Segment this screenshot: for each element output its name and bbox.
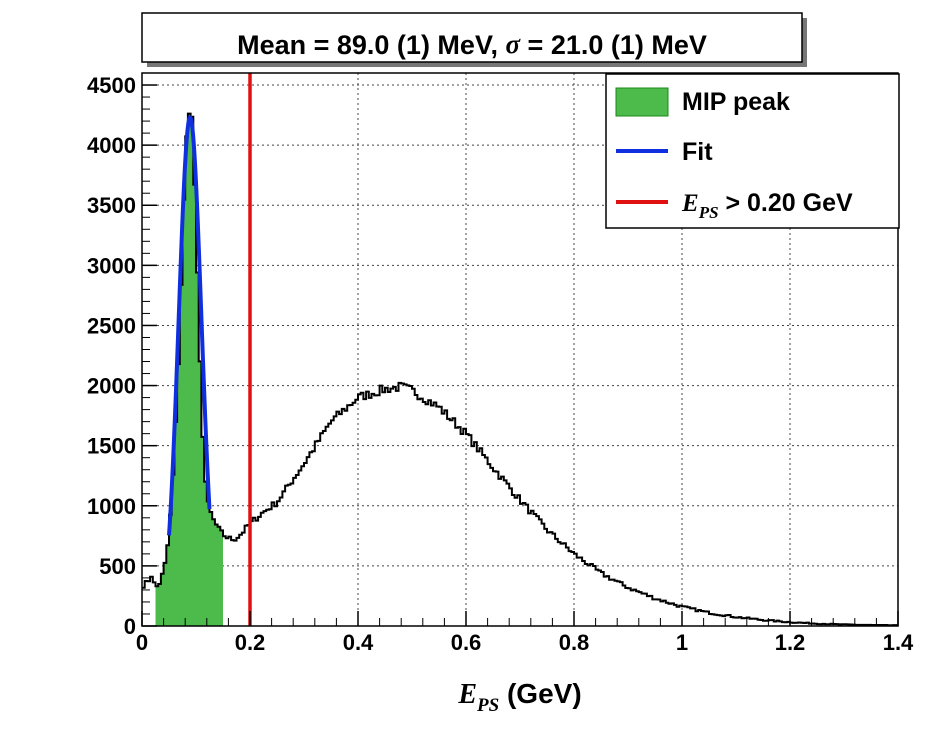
x-axis-label: EPS (GeV): [457, 678, 581, 716]
legend: MIP peak Fit EPS > 0.20 GeV: [605, 73, 900, 229]
x-tick-label-6: 1.2: [775, 630, 806, 655]
legend-mip-swatch: [615, 87, 669, 117]
chart-title: Mean = 89.0 (1) MeV, σ = 21.0 (1) MeV: [141, 12, 807, 67]
axis-ticks: [141, 84, 899, 627]
y-axis-tick-labels: 0 500 1000 1500 2000 2500 3000 3500 4000 4500: [87, 73, 136, 639]
x-tick-label-5: 1: [676, 630, 688, 655]
legend-cut-symbol: E: [681, 190, 699, 217]
y-tick-label-3: 1500: [87, 434, 136, 459]
x-tick-label-3: 0.6: [451, 630, 482, 655]
y-tick-label-4: 2000: [87, 374, 136, 399]
svg-text:Mean = 89.0 (1) MeV, σ = 21.0: Mean = 89.0 (1) MeV, σ = 21.0 (1) MeV: [237, 29, 707, 60]
y-tick-label-0: 0: [124, 614, 136, 639]
title-part-2: = 21.0 (1) MeV: [520, 30, 707, 60]
legend-mip-label: MIP peak: [682, 88, 790, 116]
x-axis-label-subscript: PS: [476, 695, 499, 716]
legend-cut-label: EPS > 0.20 GeV: [681, 189, 853, 222]
legend-cut-threshold: > 0.20 GeV: [719, 189, 853, 217]
legend-fit-label: Fit: [682, 138, 713, 166]
y-tick-label-7: 3500: [87, 193, 136, 218]
y-tick-label-5: 2500: [87, 313, 136, 338]
y-tick-label-8: 4000: [87, 133, 136, 158]
y-tick-label-9: 4500: [87, 73, 136, 98]
title-sigma: σ: [505, 29, 521, 59]
x-tick-label-0: 0: [136, 630, 148, 655]
x-tick-label-2: 0.4: [343, 630, 374, 655]
y-tick-label-6: 3000: [87, 253, 136, 278]
title-part-1: Mean = 89.0 (1) MeV,: [237, 30, 505, 60]
x-tick-label-4: 0.8: [559, 630, 590, 655]
y-tick-label-1: 500: [99, 554, 136, 579]
x-axis-label-symbol: E: [457, 679, 477, 710]
histogram-outline: [142, 112, 898, 627]
x-axis-label-unit: (GeV): [499, 678, 581, 709]
x-tick-label-7: 1.4: [883, 630, 914, 655]
gaussian-fit-curve: [167, 115, 212, 536]
legend-cut-subscript: PS: [698, 203, 719, 222]
y-tick-label-2: 1000: [87, 494, 136, 519]
x-axis-tick-labels: 0 0.2 0.4 0.6 0.8 1 1.2 1.4: [136, 630, 914, 655]
x-tick-label-1: 0.2: [235, 630, 266, 655]
